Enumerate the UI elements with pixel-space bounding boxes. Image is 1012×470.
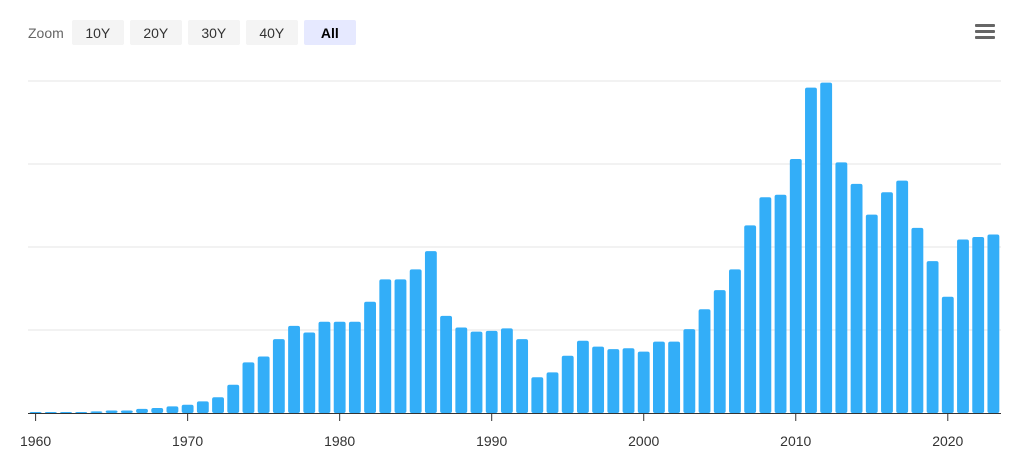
bar-1978[interactable] — [303, 332, 316, 413]
bar-1995[interactable] — [561, 355, 574, 413]
menu-line — [975, 36, 995, 39]
zoom-40y-button[interactable]: 40Y — [245, 20, 298, 45]
bar-2002[interactable] — [668, 341, 681, 413]
zoom-bar: Zoom 10Y 20Y 30Y 40Y All — [28, 20, 356, 45]
x-tick-label: 2000 — [628, 433, 659, 449]
bar-1992[interactable] — [516, 339, 529, 413]
bar-2008[interactable] — [759, 197, 772, 413]
bar-1996[interactable] — [576, 340, 589, 413]
bar-1960[interactable] — [29, 412, 42, 413]
bar-1975[interactable] — [257, 356, 270, 413]
bar-2023[interactable] — [987, 234, 1000, 413]
bar-2006[interactable] — [729, 269, 741, 413]
bar-1998[interactable] — [607, 349, 620, 413]
x-tick-label: 1960 — [20, 433, 51, 449]
bar-2017[interactable] — [896, 180, 909, 413]
x-tick-label: 1970 — [172, 433, 203, 449]
bar-2013[interactable] — [835, 162, 848, 413]
bar-1976[interactable] — [272, 339, 285, 413]
bar-1965[interactable] — [105, 410, 118, 413]
bar-1971[interactable] — [196, 401, 209, 413]
menu-line — [975, 30, 995, 33]
bar-1982[interactable] — [364, 301, 376, 413]
x-tick-label: 2020 — [932, 433, 963, 449]
bar-1963[interactable] — [75, 412, 88, 413]
bar-1970[interactable] — [181, 404, 194, 413]
bar-2004[interactable] — [698, 309, 711, 413]
bar-1988[interactable] — [455, 327, 468, 413]
bar-1974[interactable] — [242, 362, 255, 413]
bar-1977[interactable] — [288, 325, 300, 413]
bar-1967[interactable] — [136, 408, 148, 413]
bar-2014[interactable] — [850, 183, 863, 413]
bar-1990[interactable] — [485, 330, 498, 413]
bar-1991[interactable] — [500, 328, 513, 413]
x-tick-label: 1980 — [324, 433, 355, 449]
bar-2022[interactable] — [972, 237, 985, 413]
bar-1972[interactable] — [212, 397, 224, 413]
bar-1981[interactable] — [348, 321, 361, 413]
bar-1968[interactable] — [151, 408, 164, 413]
x-axis: 1960 1970 1980 1990 2000 2010 2020 — [20, 413, 1001, 449]
zoom-10y-button[interactable]: 10Y — [71, 20, 124, 45]
bar-2016[interactable] — [881, 192, 893, 413]
bar-1999[interactable] — [622, 348, 635, 413]
bars — [29, 82, 1000, 413]
bar-2020[interactable] — [941, 296, 954, 413]
bar-1985[interactable] — [409, 269, 422, 413]
bar-1997[interactable] — [592, 346, 605, 413]
bar-1984[interactable] — [394, 279, 407, 413]
bar-2003[interactable] — [683, 329, 696, 413]
bar-1987[interactable] — [440, 315, 453, 413]
zoom-20y-button[interactable]: 20Y — [129, 20, 182, 45]
zoom-all-button[interactable]: All — [303, 20, 356, 45]
bar-1962[interactable] — [60, 412, 72, 413]
bar-1983[interactable] — [379, 279, 392, 413]
bar-2009[interactable] — [774, 194, 787, 413]
bar-2011[interactable] — [805, 87, 817, 413]
bar-2012[interactable] — [820, 82, 833, 413]
bar-2005[interactable] — [713, 290, 726, 413]
bar-1969[interactable] — [166, 406, 179, 413]
bar-1986[interactable] — [424, 251, 437, 413]
bar-1964[interactable] — [90, 411, 103, 413]
bar-1993[interactable] — [531, 377, 544, 413]
bar-1994[interactable] — [546, 372, 559, 413]
bar-1979[interactable] — [318, 321, 331, 413]
bar-2010[interactable] — [789, 159, 802, 413]
bar-2001[interactable] — [653, 341, 665, 413]
x-tick-label: 1990 — [476, 433, 507, 449]
bar-1989[interactable] — [470, 331, 483, 413]
bar-2018[interactable] — [911, 227, 924, 413]
x-tick-label: 2010 — [780, 433, 811, 449]
bar-1966[interactable] — [120, 410, 133, 413]
bar-2019[interactable] — [926, 261, 939, 413]
zoom-label: Zoom — [28, 24, 64, 41]
zoom-30y-button[interactable]: 30Y — [187, 20, 240, 45]
bar-1961[interactable] — [44, 412, 57, 413]
bar-2007[interactable] — [744, 225, 757, 413]
hamburger-menu-icon[interactable] — [974, 22, 996, 40]
bar-2021[interactable] — [957, 239, 969, 413]
menu-line — [975, 24, 995, 27]
bar-1980[interactable] — [333, 321, 346, 413]
bar-1973[interactable] — [227, 384, 240, 413]
bar-2000[interactable] — [637, 351, 650, 413]
bar-2015[interactable] — [865, 214, 878, 413]
